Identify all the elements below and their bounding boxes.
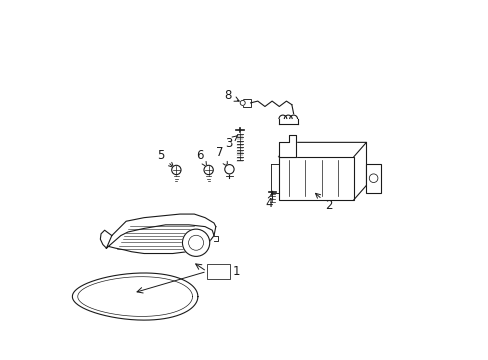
Polygon shape <box>72 273 198 320</box>
Text: 2: 2 <box>315 193 332 212</box>
Text: 3: 3 <box>224 136 237 150</box>
Circle shape <box>368 174 377 183</box>
Text: 1: 1 <box>233 265 240 278</box>
Circle shape <box>182 229 209 256</box>
Text: 5: 5 <box>157 149 173 167</box>
Polygon shape <box>278 135 296 157</box>
Circle shape <box>240 100 244 105</box>
Text: 7: 7 <box>215 146 227 167</box>
Circle shape <box>203 165 213 175</box>
Circle shape <box>224 165 234 174</box>
Bar <box>206 264 230 279</box>
Text: 8: 8 <box>224 89 239 102</box>
Polygon shape <box>106 225 214 253</box>
Circle shape <box>171 165 181 175</box>
Bar <box>242 99 250 107</box>
Bar <box>366 164 380 193</box>
Circle shape <box>188 235 203 250</box>
Bar <box>278 157 353 200</box>
Text: 6: 6 <box>196 149 206 167</box>
Text: 4: 4 <box>264 194 272 210</box>
